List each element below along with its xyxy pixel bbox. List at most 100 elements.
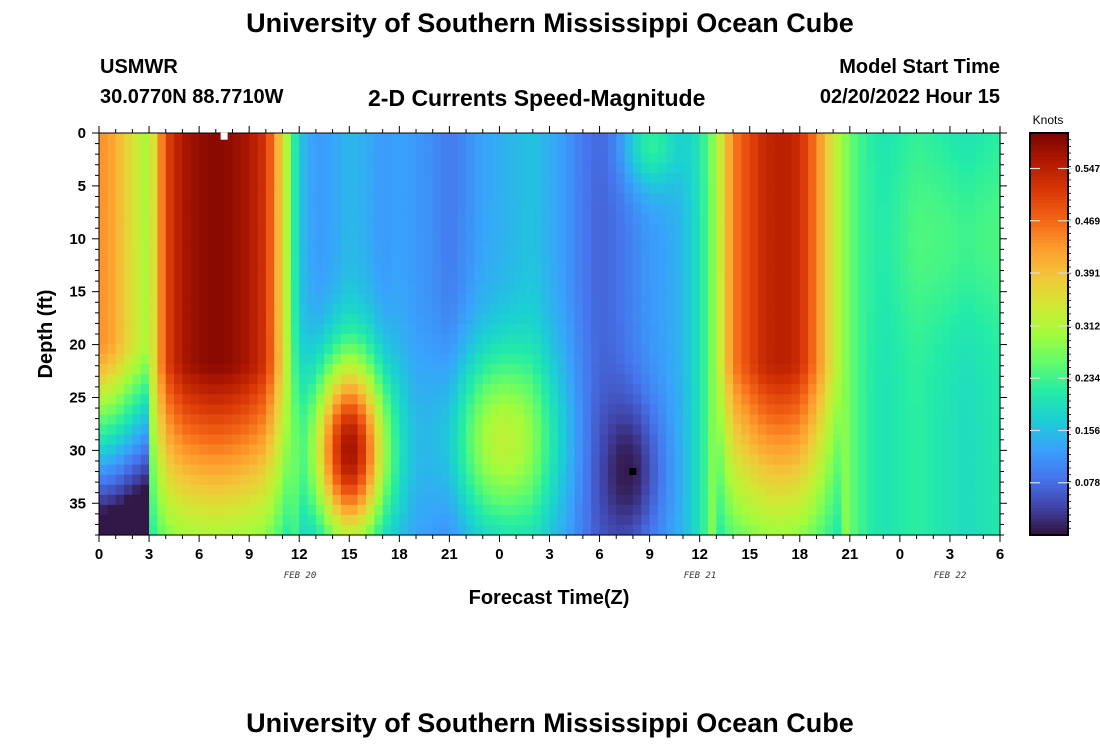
heatmap-cell <box>99 203 108 214</box>
heatmap-cell <box>466 394 476 405</box>
heatmap-cell <box>816 253 826 265</box>
heatmap-cell <box>99 514 108 526</box>
heatmap-cell <box>833 344 843 355</box>
heatmap-cell <box>332 293 342 305</box>
heatmap-cell <box>416 474 425 486</box>
heatmap-cell <box>299 394 309 405</box>
heatmap-cell <box>491 293 501 305</box>
heatmap-cell <box>365 143 375 154</box>
heatmap-cell <box>841 494 851 506</box>
heatmap-cell <box>574 283 584 295</box>
heatmap-cell <box>616 454 626 466</box>
heatmap-cell <box>791 293 801 305</box>
chart-title: University of Southern Mississippi Ocean… <box>246 8 854 38</box>
heatmap-cell <box>324 414 334 426</box>
heatmap-cell <box>532 263 542 275</box>
heatmap-cell <box>699 404 709 415</box>
heatmap-cell <box>574 323 584 335</box>
heatmap-cell <box>182 293 192 305</box>
heatmap-cell <box>833 444 843 456</box>
heatmap-cell <box>390 374 400 385</box>
heatmap-cell <box>265 454 275 466</box>
heatmap-cell <box>741 494 751 506</box>
heatmap-cell <box>516 414 526 426</box>
heatmap-cell <box>190 253 200 265</box>
heatmap-cell <box>891 514 901 526</box>
heatmap-cell <box>649 283 659 295</box>
heatmap-cell <box>749 344 759 355</box>
x-tick-label: 9 <box>245 546 253 563</box>
heatmap-cell <box>958 424 968 436</box>
heatmap-cell <box>649 173 659 184</box>
heatmap-cell <box>783 163 793 174</box>
heatmap-cell <box>282 223 292 235</box>
heatmap-cell <box>866 253 876 265</box>
heatmap-cell <box>466 173 476 184</box>
heatmap-cell <box>849 313 859 325</box>
heatmap-cell <box>390 364 400 375</box>
heatmap-cell <box>532 494 542 506</box>
heatmap-cell <box>616 303 626 315</box>
heatmap-cell <box>941 364 951 375</box>
heatmap-cell <box>466 334 476 345</box>
heatmap-cell <box>224 183 234 194</box>
heatmap-cell <box>983 494 993 506</box>
heatmap-cell <box>232 253 242 265</box>
heatmap-cell <box>549 484 559 496</box>
heatmap-cell <box>349 354 359 365</box>
colorbar-segment <box>1030 491 1068 496</box>
heatmap-cell <box>916 354 926 365</box>
heatmap-cell <box>766 323 776 335</box>
heatmap-cell <box>557 303 567 315</box>
heatmap-cell <box>791 374 801 385</box>
heatmap-cell <box>749 133 759 144</box>
heatmap-cell <box>215 283 225 295</box>
heatmap-cell <box>549 223 559 235</box>
heatmap-cell <box>474 133 484 144</box>
heatmap-cell <box>265 484 275 496</box>
heatmap-cell <box>149 384 158 395</box>
heatmap-cell <box>457 203 467 214</box>
heatmap-cell <box>632 384 642 395</box>
heatmap-cell <box>566 524 576 536</box>
heatmap-cell <box>457 283 467 295</box>
heatmap-cell <box>240 213 250 225</box>
heatmap-cell <box>340 434 350 446</box>
heatmap-cell <box>841 424 851 436</box>
heatmap-cell <box>566 404 576 415</box>
heatmap-cell <box>941 384 951 395</box>
heatmap-cell <box>624 193 634 204</box>
heatmap-cell <box>290 464 300 476</box>
heatmap-cell <box>941 273 951 285</box>
heatmap-cell <box>424 484 434 496</box>
heatmap-cell <box>157 464 167 476</box>
heatmap-cell <box>190 303 200 315</box>
heatmap-cell <box>624 464 634 476</box>
heatmap-cell <box>799 183 809 194</box>
heatmap-cell <box>649 354 659 365</box>
heatmap-cell <box>691 334 701 345</box>
heatmap-cell <box>107 464 117 476</box>
heatmap-cell <box>582 243 592 255</box>
heatmap-cell <box>691 213 701 225</box>
heatmap-cell <box>874 183 884 194</box>
heatmap-cell <box>724 283 734 295</box>
heatmap-cell <box>724 464 734 476</box>
heatmap-cell <box>574 434 584 446</box>
heatmap-cell <box>924 434 934 446</box>
heatmap-cell <box>115 494 125 506</box>
heatmap-cell <box>466 303 476 315</box>
heatmap-cell <box>908 293 918 305</box>
heatmap-cell <box>941 434 951 446</box>
heatmap-cell <box>365 524 375 536</box>
heatmap-cell <box>374 414 384 426</box>
colorbar-segment <box>1030 374 1068 379</box>
heatmap-cell <box>407 293 417 305</box>
heatmap-cell <box>290 454 300 466</box>
heatmap-cell <box>157 183 167 194</box>
heatmap-cell <box>382 243 392 255</box>
heatmap-cell <box>699 273 709 285</box>
heatmap-cell <box>149 474 158 486</box>
heatmap-cell <box>516 504 526 516</box>
heatmap-cell <box>290 323 300 335</box>
